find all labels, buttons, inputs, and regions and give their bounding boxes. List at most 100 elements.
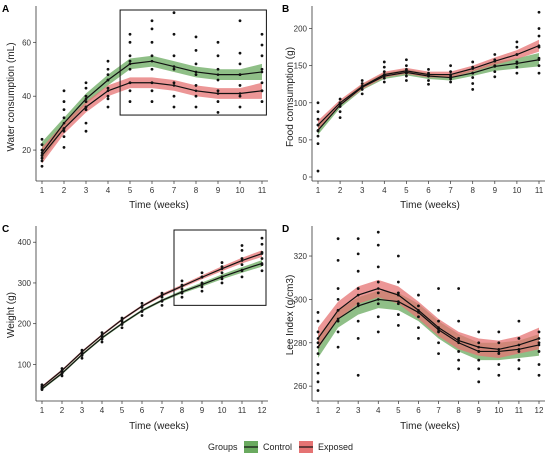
panel-b-x-tick-label: 7 bbox=[448, 186, 453, 195]
panel-b-mean-point-control bbox=[316, 128, 320, 132]
panel-b-data-point bbox=[449, 80, 452, 84]
panel-d-data-point bbox=[396, 254, 400, 258]
panel-d-data-point bbox=[417, 315, 420, 319]
panel-a-data-point bbox=[172, 81, 176, 85]
panel-a-data-point bbox=[128, 89, 132, 93]
panel-d-line-exposed bbox=[317, 287, 540, 350]
panel-d-mean-point-exposed bbox=[336, 308, 340, 312]
panel-d-data-point bbox=[356, 319, 360, 323]
panel-c-data-point bbox=[260, 257, 264, 260]
panel-d-x-tick-label: 12 bbox=[535, 406, 544, 415]
panel-d-data-point bbox=[316, 311, 320, 314]
panel-d-data-point bbox=[396, 324, 400, 327]
panel-c-data-point bbox=[240, 244, 244, 247]
panel-c-data-point bbox=[160, 291, 164, 295]
panel-c-data-point bbox=[60, 374, 64, 378]
panel-c-data-point bbox=[220, 261, 224, 264]
panel-b: B 1 2 3 4 5 6 7 8 9 10 11 0 50 100 150 200 Time (weeks)… bbox=[282, 4, 545, 211]
panel-c-data-point bbox=[140, 314, 144, 317]
panel-a-x-tick-label: 1 bbox=[40, 186, 45, 195]
panel-a-band-control bbox=[42, 55, 262, 161]
panel-d-data-point bbox=[497, 330, 501, 334]
panel-d-mean-point-exposed bbox=[316, 337, 320, 340]
panel-a-data-point bbox=[40, 164, 44, 168]
panel-d-data-point bbox=[517, 367, 521, 371]
panel-d-mean-point-control bbox=[356, 304, 360, 308]
panel-b-data-point bbox=[316, 142, 320, 146]
panel-a-data-point bbox=[84, 94, 88, 98]
panel-a-data-point bbox=[216, 40, 220, 44]
panel-c-data-point bbox=[100, 331, 104, 335]
panel-b-data-point bbox=[382, 70, 386, 74]
panel-a-mean-point-control bbox=[84, 97, 88, 101]
panel-a-x-tick-label: 4 bbox=[106, 186, 111, 195]
panel-c-data-point bbox=[220, 277, 224, 281]
panel-b-data-point bbox=[382, 80, 386, 84]
panel-b-y-tick-label: 200 bbox=[294, 25, 308, 34]
panel-d-data-point bbox=[336, 237, 340, 241]
panel-b-y-tick-label: 150 bbox=[294, 62, 308, 71]
panel-c-x-tick-label: 10 bbox=[218, 406, 227, 415]
panel-a-data-point bbox=[260, 32, 264, 36]
panel-a-data-point bbox=[172, 54, 176, 58]
panel-c-y-tick-label: 400 bbox=[18, 238, 32, 247]
panel-a-data-point bbox=[84, 121, 88, 125]
panel-d-data-point bbox=[396, 280, 400, 284]
panel-c-x-tick-label: 3 bbox=[80, 406, 85, 415]
panel-c-mean-point-control bbox=[260, 262, 264, 265]
panel-a-data-point bbox=[62, 129, 66, 133]
panel-d-data-point bbox=[457, 319, 461, 323]
panel-d-data-point bbox=[336, 287, 340, 290]
panel-c-data-point bbox=[240, 248, 244, 252]
panel-d-xlabel: Time (weeks) bbox=[400, 421, 460, 432]
panel-c-xlabel: Time (weeks) bbox=[129, 421, 189, 432]
panel-a-data-point bbox=[62, 89, 66, 93]
panel-d-mean-point-control bbox=[537, 343, 541, 347]
panel-d-data-point bbox=[376, 280, 380, 284]
legend-label-control: Control bbox=[263, 442, 292, 452]
panel-a-data-point bbox=[62, 108, 66, 112]
panel-d-mean-point-control bbox=[397, 300, 400, 303]
panel-c-mean-point-control bbox=[180, 290, 184, 294]
panel-a-data-point bbox=[238, 94, 242, 98]
panel-c-data-point bbox=[180, 287, 184, 291]
panel-a-data-point bbox=[216, 78, 220, 82]
panel-b-mean-point-control bbox=[338, 103, 342, 107]
panel-b-data-point bbox=[382, 76, 386, 80]
panel-c-mean-point-exposed bbox=[180, 284, 184, 288]
panel-c-data-point bbox=[160, 303, 164, 307]
panel-d-data-point bbox=[437, 319, 440, 323]
panel-a-data-point bbox=[150, 27, 154, 31]
panel-b-mean-point-control bbox=[515, 62, 519, 65]
panel-a-data-point bbox=[238, 19, 242, 23]
panel-a-data-point bbox=[84, 100, 88, 103]
panel-c-data-point bbox=[200, 271, 204, 275]
panel-d-mean-point-exposed bbox=[417, 308, 420, 312]
panel-b-data-point bbox=[537, 34, 541, 38]
panel-d-data-point bbox=[376, 243, 380, 247]
panel-a-data-point bbox=[172, 67, 176, 71]
panel-b-data-point bbox=[449, 64, 452, 68]
panel-b-data-point bbox=[515, 45, 519, 49]
panel-c-mean-point-control bbox=[100, 336, 104, 340]
panel-a-mean-point-control bbox=[238, 73, 242, 76]
panel-a-data-point bbox=[128, 40, 132, 44]
panel-b-data-point bbox=[537, 10, 541, 14]
panel-d-mean-point-control bbox=[316, 345, 320, 349]
panel-b-data-point bbox=[360, 88, 364, 91]
panel-d-y-tick-label: 300 bbox=[294, 295, 308, 304]
panel-d-data-point bbox=[356, 337, 360, 340]
panel-b-data-point bbox=[316, 110, 320, 114]
panel-d-mean-point-exposed bbox=[356, 293, 360, 297]
panel-b-data-point bbox=[471, 76, 475, 79]
panel-c-mean-point-exposed bbox=[160, 293, 164, 297]
panel-b-data-point bbox=[471, 60, 475, 64]
panel-c-ylabel: Weight (g) bbox=[6, 292, 17, 338]
panel-b-x-tick-label: 1 bbox=[316, 186, 321, 195]
panel-d-x-tick-label: 7 bbox=[436, 406, 441, 415]
panel-a-mean-point-exposed bbox=[216, 92, 220, 95]
panel-c-mean-point-exposed bbox=[140, 304, 144, 308]
panel-a-mean-point-control bbox=[194, 70, 198, 74]
panel-c-x-tick-label: 9 bbox=[200, 406, 205, 415]
panel-a-data-point bbox=[260, 100, 264, 103]
